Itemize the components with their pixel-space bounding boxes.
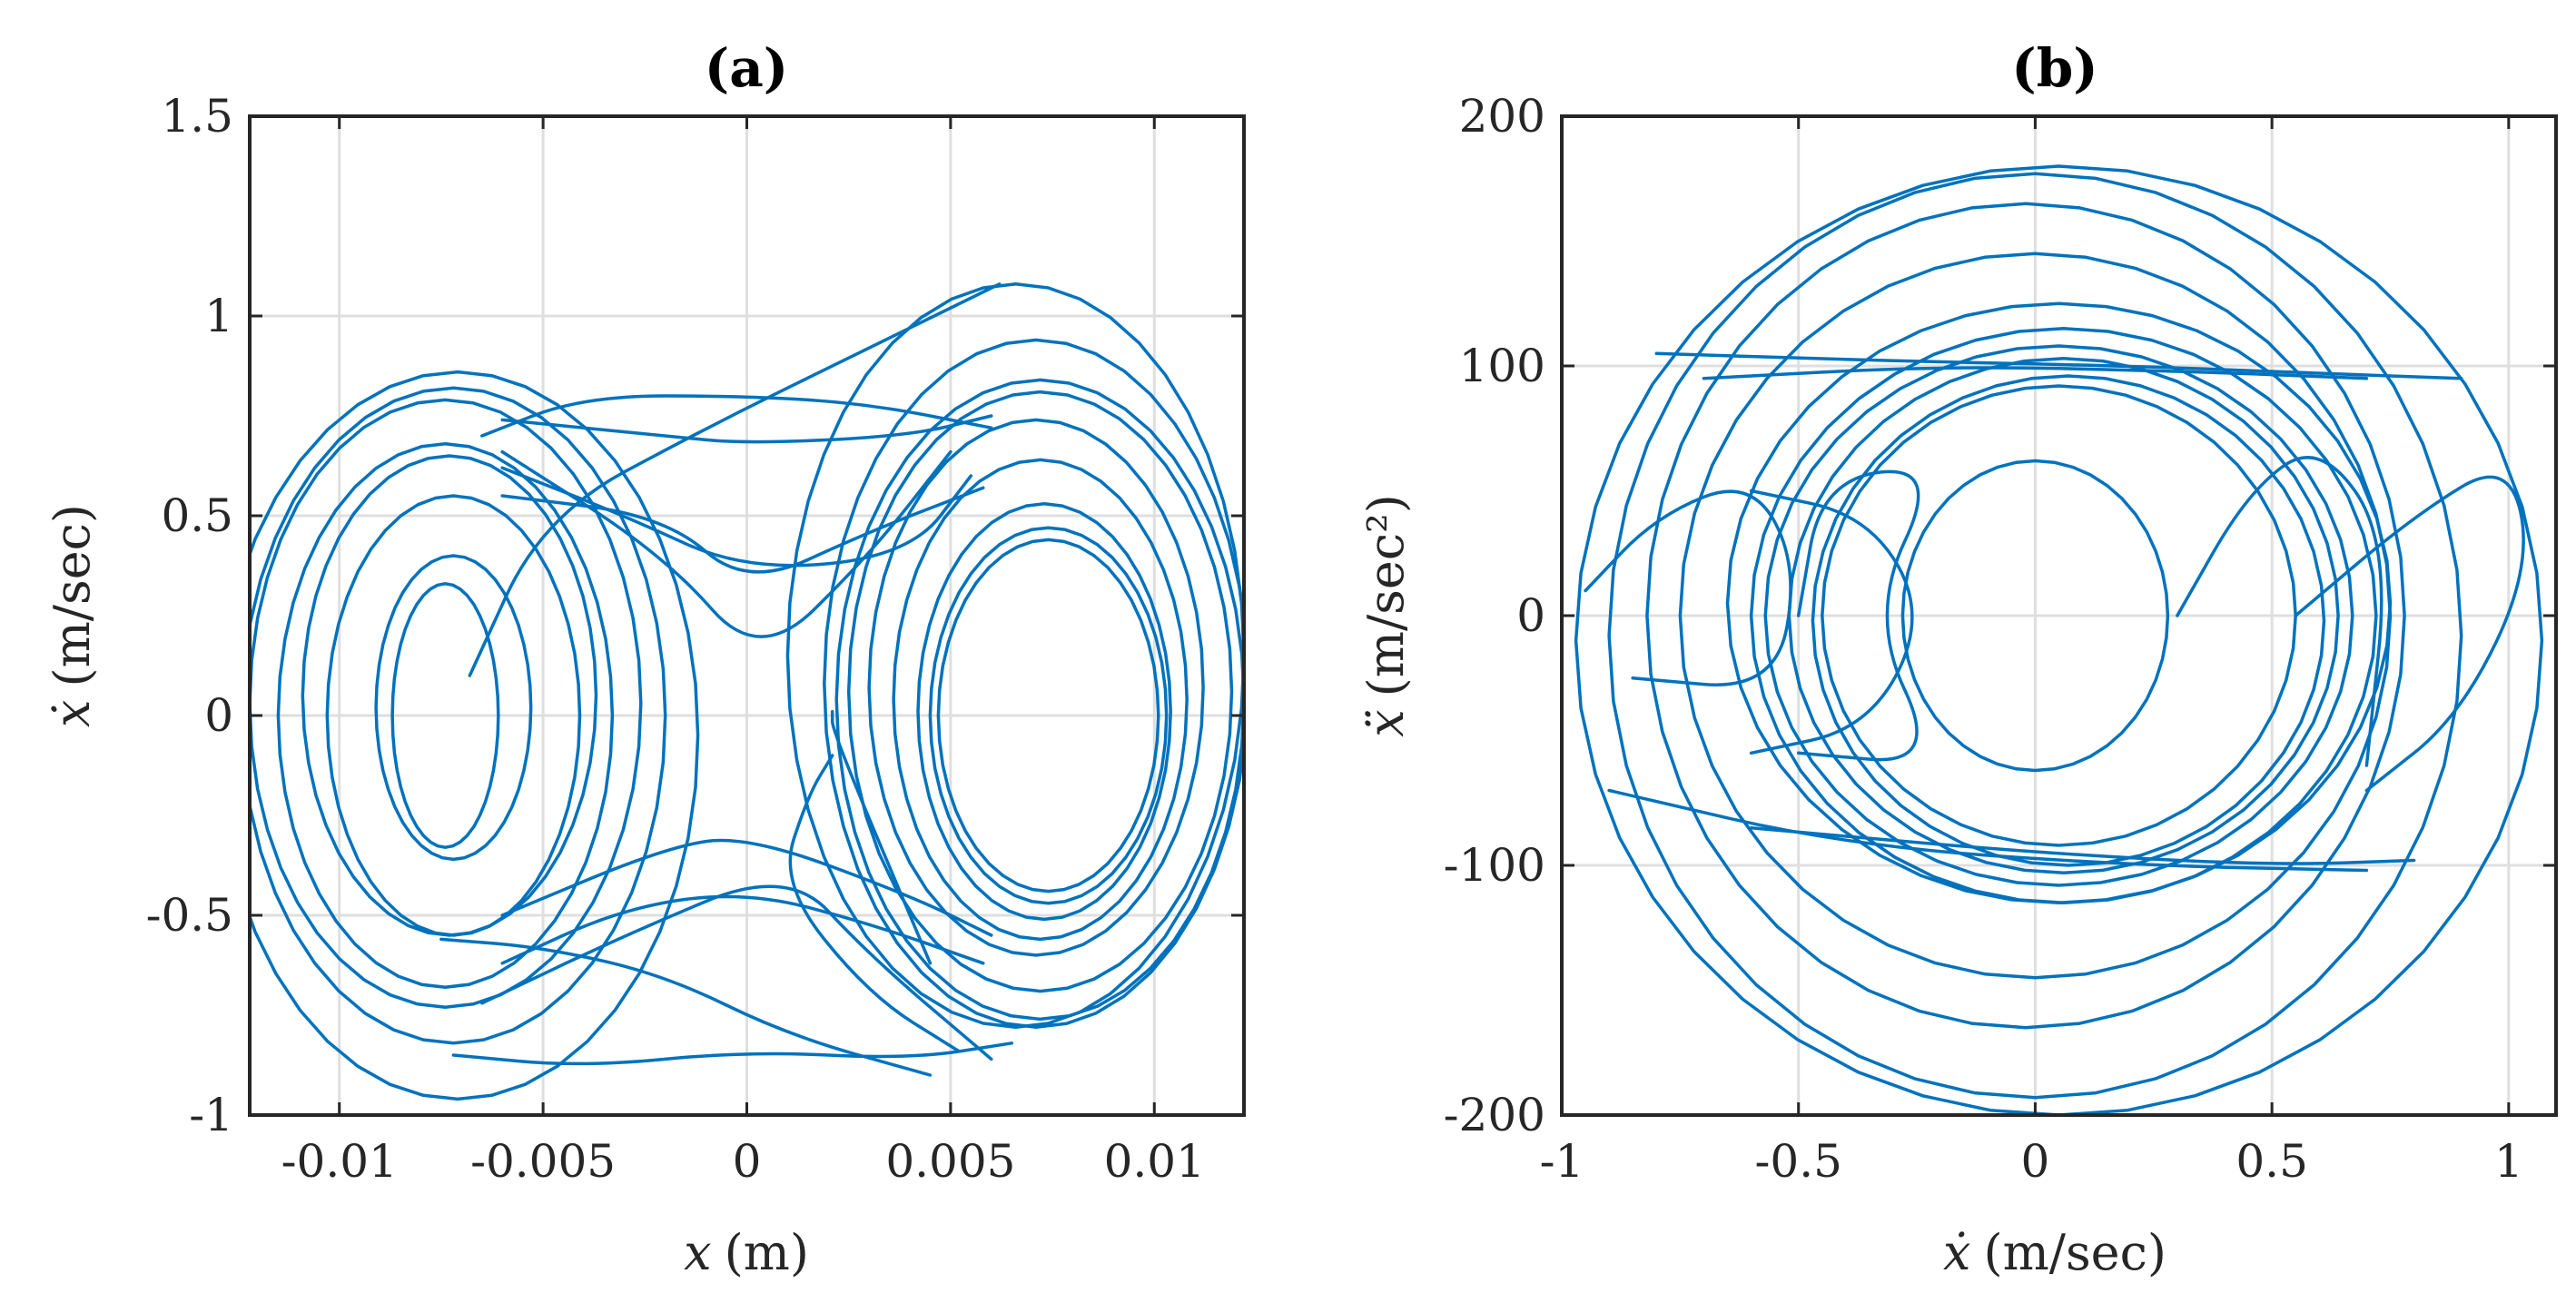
- panel-a-xtick-label: 0: [733, 1135, 762, 1188]
- panel-a-transition-curve: [830, 709, 933, 965]
- panel-a-transition-curve: [480, 884, 993, 1061]
- panel-a-orbit-loop: [834, 378, 1244, 1022]
- panel-a-orbit-loop: [390, 582, 500, 849]
- panel-a-orbit-loop: [374, 554, 533, 862]
- panel-b-transition-curve: [1796, 469, 1920, 762]
- panel-b-orbit-loop: [1821, 384, 2297, 847]
- panel-a-ytick-label: 1: [204, 290, 233, 342]
- panel-b-axes-box: [1560, 114, 2558, 1117]
- panel-b-xlabel: ẋ (m/sec): [1943, 1224, 2166, 1281]
- panel-b-title: (b): [2011, 37, 2097, 99]
- panel-a-xlabel: x (m): [684, 1224, 809, 1281]
- panel-b-transition-curve: [1749, 489, 1914, 755]
- panel-b-xtick-label: 0.5: [2235, 1135, 2308, 1188]
- panel-b-ytick-label: -200: [1444, 1089, 1545, 1141]
- panel-a-ytick-label: 0: [204, 689, 233, 742]
- panel-a-transition-curve: [439, 937, 933, 1077]
- panel-a-orbit-loop: [301, 454, 598, 937]
- panel-b-orbit-loop: [1811, 374, 2326, 867]
- panel-a-orbit-loop: [325, 494, 582, 937]
- panel-a-transition-curve: [500, 838, 993, 937]
- panel-a-ytick-label: -0.5: [146, 889, 233, 942]
- panel-a-ticks: -0.01 -0.005 0 0.005 0.01 -1 -0.5 0 0.5 1 1.5: [146, 90, 1244, 1188]
- panel-a-orbit-loop: [867, 418, 1205, 957]
- panel-a-transition-curve: [468, 282, 1002, 677]
- panel-a-xlabel-unit: (m): [725, 1224, 809, 1281]
- panel-a-ylabel-var: ẋ: [44, 699, 101, 726]
- panel-a-orbit-loop: [250, 398, 643, 1009]
- panel-a-ylabel-unit: (m/sec): [44, 504, 101, 686]
- panel-a-orbit-loop: [823, 338, 1244, 1029]
- panel-b-orbit-loop: [1900, 459, 2170, 773]
- panel-b-xtick-label: -0.5: [1755, 1135, 1842, 1188]
- panel-a-orbit-loop: [892, 458, 1189, 942]
- panel-b-orbit-loop: [1678, 252, 2393, 980]
- panel-b-series: [1574, 164, 2544, 1115]
- panel-a-transition-curve: [500, 449, 952, 638]
- panel-a-transition-curve: [500, 414, 993, 444]
- panel-a-transition-curve: [500, 894, 985, 965]
- panel-a-xtick-label: 0.01: [1104, 1135, 1205, 1188]
- panel-a-orbit-loop: [936, 538, 1160, 893]
- panel-a-ylabel: ẋ (m/sec): [44, 504, 101, 727]
- panel-a-orbit-loop: [250, 370, 700, 1101]
- panel-a-orbit-loop: [846, 390, 1234, 993]
- panel-a-series: [250, 282, 1244, 1101]
- panel-a-axes-box: [248, 114, 1246, 1117]
- panel-a-transition-curve: [788, 754, 961, 1053]
- panel-b-transition-curve: [1702, 366, 2369, 380]
- panel-a-transition-curve: [451, 1042, 1013, 1066]
- panel-b-ytick-label: 200: [1459, 90, 1545, 143]
- panel-b-xlabel-unit: (m/sec): [1984, 1224, 2166, 1281]
- panel-b-ylabel-unit: (m/sec²): [1357, 494, 1415, 696]
- panel-b-orbit-loop: [1645, 202, 2406, 1030]
- panel-a-xtick-label: -0.005: [470, 1135, 616, 1188]
- panel-a-orbit-loop: [250, 386, 667, 1045]
- panel-b-transition-curve: [1654, 351, 2463, 380]
- panel-a-ytick-label: 0.5: [161, 489, 233, 542]
- panel-b-xtick-label: 1: [2494, 1135, 2523, 1188]
- panel-a-ytick-label: 1.5: [161, 90, 233, 143]
- panel-b-transition-curve: [2176, 456, 2384, 767]
- panel-b-ylabel: ẍ (m/sec²): [1357, 494, 1415, 737]
- panel-a-transition-curve: [500, 486, 985, 574]
- panel-a-title: (a): [705, 37, 788, 99]
- panel-b-xtick-label: 0: [2021, 1135, 2050, 1188]
- panel-b-orbit-loop: [1607, 172, 2463, 1100]
- panel-a-xlabel-var: x: [684, 1224, 711, 1281]
- panel-b-xlabel-var: ẋ: [1943, 1224, 1970, 1281]
- panel-b-ytick-label: -100: [1444, 839, 1545, 892]
- panel-a-ytick-label: -1: [189, 1089, 233, 1141]
- panel-a-orbit-loop: [928, 526, 1169, 905]
- panel-b-transition-curve: [2294, 475, 2525, 793]
- panel-b-xtick-label: -1: [1540, 1135, 1584, 1188]
- panel-a-orbit-loop: [785, 282, 1244, 1029]
- panel-a-transition-curve: [480, 394, 993, 438]
- panel-a-xtick-label: 0.005: [885, 1135, 1015, 1188]
- panel-a-transition-curve: [500, 466, 973, 568]
- panel-b-orbit-loop: [1574, 164, 2544, 1115]
- panel-a-xtick-label: -0.01: [281, 1135, 398, 1188]
- panel-b-ytick-label: 100: [1459, 340, 1545, 392]
- panel-b-transition-curve: [1584, 489, 1792, 686]
- panel-b-ylabel-var: ẍ: [1357, 709, 1415, 736]
- panel-b-orbit-loop: [1763, 344, 2354, 887]
- panel-b-transition-curve: [1749, 826, 2416, 865]
- panel-b-ytick-label: 0: [1516, 589, 1545, 642]
- panel-a: (a) -0.01 -0.005 0 0.005 0.01-1-0.500.511.5 …: [44, 37, 1246, 1281]
- panel-a-orbit-loop: [916, 502, 1172, 922]
